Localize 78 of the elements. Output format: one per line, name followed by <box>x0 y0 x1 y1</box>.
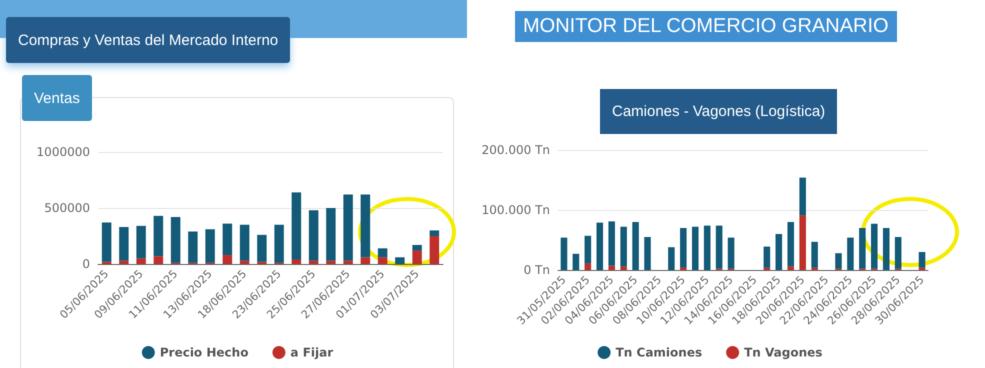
legend-label: a Fijar <box>290 346 334 360</box>
bar <box>257 234 267 262</box>
bar <box>430 236 440 264</box>
bar <box>584 263 592 270</box>
bar <box>343 194 353 261</box>
legend-label: Precio Hecho <box>160 346 248 360</box>
bar <box>308 210 318 261</box>
bar <box>378 248 388 258</box>
bar <box>430 230 440 236</box>
bar <box>787 266 794 270</box>
y-tick-label: 200.000 Tn <box>482 143 550 157</box>
bar <box>859 228 866 269</box>
bar <box>668 247 675 270</box>
bar <box>292 192 302 260</box>
bar <box>871 224 878 269</box>
bar <box>894 237 902 269</box>
bar <box>787 222 794 266</box>
y-tick-label: 0 Tn <box>524 263 550 277</box>
bar <box>847 238 854 270</box>
bar <box>188 232 198 263</box>
bar <box>274 224 284 263</box>
bar <box>776 234 782 270</box>
bar <box>326 260 336 264</box>
legend-label: Tn Camiones <box>616 346 702 360</box>
bar <box>395 257 405 264</box>
bar <box>835 253 842 269</box>
bar <box>918 252 926 268</box>
bar <box>154 216 164 256</box>
bar <box>572 254 580 270</box>
y-tick-label: 100.000 Tn <box>482 203 550 217</box>
bar <box>620 226 627 266</box>
bar <box>596 222 604 270</box>
y-tick-label: 0 <box>82 257 90 271</box>
bar <box>716 226 722 269</box>
bar <box>704 226 710 270</box>
bar <box>222 255 232 264</box>
bar <box>326 208 336 261</box>
bar <box>205 229 215 263</box>
bar <box>608 266 615 270</box>
legend-label: Tn Vagones <box>744 346 822 360</box>
bar <box>412 250 422 264</box>
y-tick-label: 500000 <box>44 201 90 215</box>
bar <box>644 237 651 270</box>
bar <box>799 215 806 270</box>
chart-title: Ventas <box>22 75 92 121</box>
bar <box>378 257 388 264</box>
bar <box>136 226 146 258</box>
bar <box>102 222 112 262</box>
bar <box>728 238 734 269</box>
bar <box>360 194 370 258</box>
bar <box>764 246 770 268</box>
bar <box>680 228 687 268</box>
bar <box>308 260 318 264</box>
chart-title: Camiones - Vagones (Logística) <box>600 89 838 134</box>
bar <box>240 260 250 264</box>
bar <box>412 244 422 251</box>
bar <box>136 258 146 264</box>
bar <box>620 266 627 270</box>
bar <box>154 256 164 264</box>
y-tick-label: 1000000 <box>36 145 90 159</box>
bar <box>692 226 699 270</box>
bar <box>240 224 250 261</box>
bar <box>584 236 592 264</box>
bar <box>292 260 302 264</box>
bar <box>560 238 568 270</box>
bar <box>360 257 370 264</box>
text: MONITOR DEL COMERCIO GRANARIO <box>515 11 897 42</box>
bar <box>222 224 232 256</box>
bar <box>119 227 129 261</box>
bar <box>632 222 639 270</box>
bar <box>343 260 353 264</box>
bar <box>119 260 129 264</box>
bar <box>799 178 806 216</box>
bar <box>811 242 818 268</box>
bar <box>608 221 615 266</box>
bar <box>170 216 180 263</box>
bar <box>882 228 890 270</box>
text: Compras y Ventas del Mercado Interno <box>6 17 290 63</box>
